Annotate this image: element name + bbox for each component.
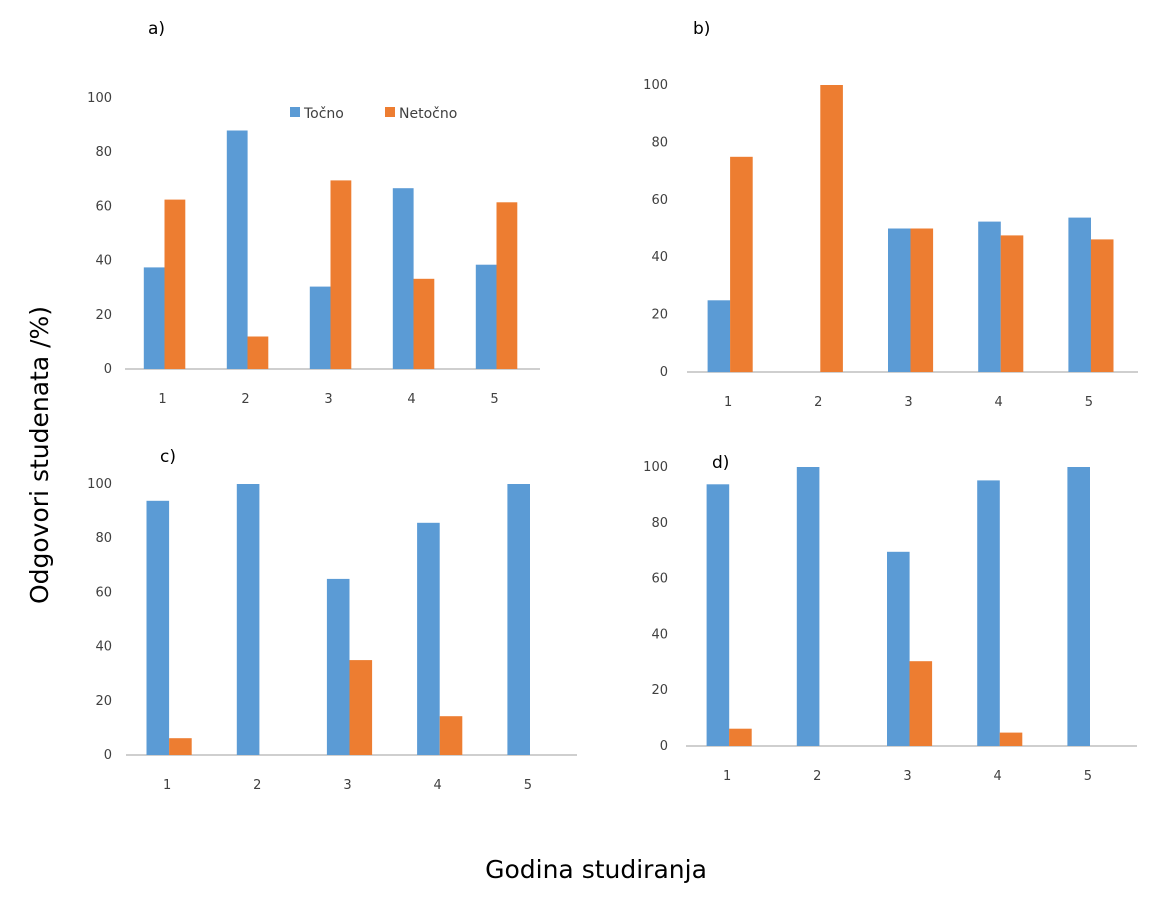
y-tick-label: 20 — [95, 308, 112, 323]
x-tick-label: 4 — [434, 778, 442, 793]
panel-label: b) — [693, 19, 710, 39]
y-tick-label: 100 — [643, 78, 668, 93]
y-tick-label: 100 — [87, 477, 112, 492]
y-tick-label: 40 — [651, 250, 668, 265]
y-tick-label: 80 — [95, 531, 112, 546]
bar-tocno — [977, 480, 1000, 746]
bar-netocno — [1000, 235, 1024, 372]
x-tick-label: 2 — [814, 395, 822, 410]
y-tick-label: 60 — [95, 585, 112, 600]
bar-tocno — [796, 467, 820, 746]
x-tick-label: 4 — [995, 395, 1003, 410]
bar-netocno — [820, 85, 843, 372]
panel-3: c) 0 20 40 60 80 100 1 2 3 4 5 — [87, 447, 577, 793]
bar-netocno — [349, 660, 373, 755]
y-tick-label: 20 — [95, 694, 112, 709]
bar-tocno — [887, 551, 910, 746]
bar-tocno — [707, 300, 731, 373]
x-tick-label: 5 — [1085, 395, 1093, 410]
y-tick-label: 80 — [651, 135, 668, 150]
x-tick-label: 5 — [524, 778, 532, 793]
y-axis-title: Odgovori studenata /%) — [25, 306, 54, 604]
panel-label: d) — [712, 453, 729, 473]
panel-label: c) — [160, 447, 176, 467]
bar-tocno — [1068, 217, 1091, 372]
y-tick-label: 40 — [95, 254, 112, 269]
bar-netocno — [247, 336, 269, 369]
bar-netocno — [909, 661, 933, 746]
bar-netocno — [729, 728, 752, 746]
bar-tocno — [888, 228, 911, 372]
x-tick-label: 1 — [158, 392, 166, 407]
x-tick-label: 4 — [407, 392, 415, 407]
y-tick-label: 20 — [651, 308, 668, 323]
x-tick-label: 4 — [994, 769, 1002, 784]
bar-tocno — [475, 264, 497, 369]
y-tick-label: 40 — [95, 640, 112, 655]
x-tick-label: 3 — [904, 395, 912, 410]
legend-swatch-tocno — [290, 107, 300, 117]
y-tick-label: 100 — [87, 91, 112, 106]
bar-tocno — [507, 484, 530, 755]
x-axis-title: Godina studiranja — [485, 855, 707, 884]
y-tick-label: 0 — [660, 365, 668, 380]
y-tick-label: 0 — [104, 362, 112, 377]
bar-tocno — [1067, 467, 1090, 746]
panel-label: a) — [148, 19, 165, 39]
y-tick-label: 40 — [651, 627, 668, 642]
bar-tocno — [706, 484, 730, 746]
legend-label-tocno: Točno — [303, 106, 344, 122]
bar-netocno — [330, 180, 352, 369]
panel-4: d) 0 20 40 60 80 100 1 2 3 4 5 — [643, 453, 1137, 784]
y-tick-label: 60 — [95, 199, 112, 214]
bar-netocno — [413, 278, 435, 369]
bar-netocno — [730, 156, 753, 373]
y-tick-label: 80 — [95, 145, 112, 160]
x-tick-label: 1 — [723, 769, 731, 784]
bar-netocno — [439, 716, 463, 755]
x-tick-label: 2 — [813, 769, 821, 784]
x-tick-label: 3 — [324, 392, 332, 407]
x-tick-label: 2 — [253, 778, 261, 793]
bar-netocno — [169, 738, 192, 755]
y-tick-label: 0 — [660, 739, 668, 754]
bar-tocno — [226, 130, 248, 369]
legend-label-netocno: Netočno — [399, 106, 457, 122]
y-tick-label: 60 — [651, 193, 668, 208]
bar-netocno — [910, 228, 934, 372]
bar-tocno — [143, 267, 165, 369]
x-tick-label: 3 — [903, 769, 911, 784]
panel-2: b) 0 20 40 60 80 100 1 2 3 4 5 — [643, 19, 1138, 410]
y-tick-label: 0 — [104, 748, 112, 763]
legend-swatch-netocno — [385, 107, 395, 117]
y-tick-label: 100 — [643, 460, 668, 475]
bar-tocno — [326, 578, 350, 755]
bar-tocno — [236, 484, 260, 755]
x-tick-label: 3 — [343, 778, 351, 793]
bar-tocno — [146, 500, 170, 755]
x-tick-label: 2 — [241, 392, 249, 407]
y-tick-label: 20 — [651, 683, 668, 698]
bar-tocno — [392, 188, 414, 369]
bar-netocno — [496, 202, 518, 369]
bar-tocno — [417, 522, 440, 755]
bar-tocno — [978, 221, 1001, 372]
legend: Točno Netočno — [290, 106, 457, 122]
bar-tocno — [309, 286, 331, 369]
x-tick-label: 5 — [1084, 769, 1092, 784]
panel-1: a) 0 20 40 60 80 100 1 2 3 4 5 — [87, 19, 540, 407]
x-tick-label: 1 — [724, 395, 732, 410]
bar-netocno — [1090, 239, 1114, 372]
y-tick-label: 60 — [651, 572, 668, 587]
bar-netocno — [999, 732, 1023, 746]
y-tick-label: 80 — [651, 516, 668, 531]
bar-netocno — [164, 199, 186, 369]
x-tick-label: 5 — [490, 392, 498, 407]
x-tick-label: 1 — [163, 778, 171, 793]
